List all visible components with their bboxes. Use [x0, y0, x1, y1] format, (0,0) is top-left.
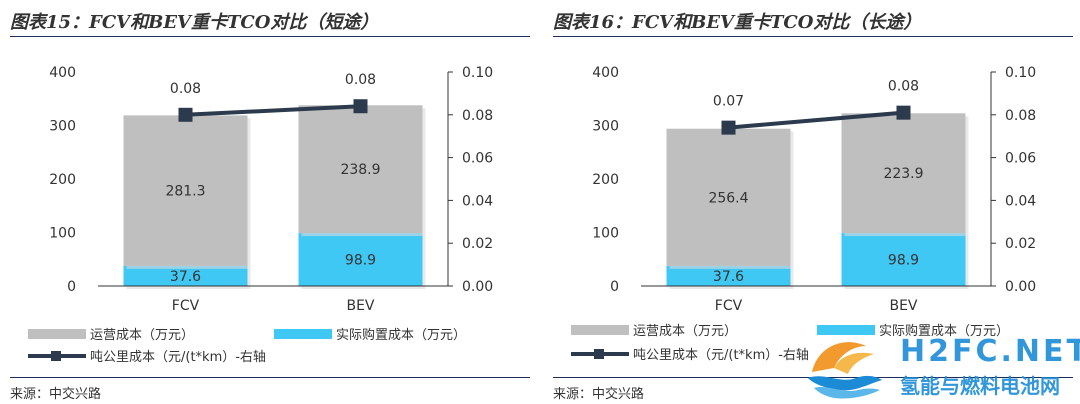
bar-operating-cost — [666, 128, 791, 266]
y-left-tick-label: 400 — [592, 65, 619, 81]
bar-data-label: 256.4 — [708, 190, 748, 206]
legend-item-ton-km-cost: 吨公里成本（元/(t*km）-右轴 — [28, 346, 266, 365]
bar-data-label: 37.6 — [713, 269, 744, 285]
line-data-label: 0.08 — [345, 72, 376, 88]
legend-item-operating-cost: 运营成本（万元） — [28, 324, 194, 343]
figure-title: 图表16：FCV和BEV重卡TCO对比（长途） — [553, 12, 922, 33]
watermark-logo-icon — [808, 342, 882, 399]
chart-panel-long-haul: 图表16：FCV和BEV重卡TCO对比（长途） 0 100 200 300 400 0.0… — [549, 0, 1079, 404]
y-right-tick-label: 0.08 — [1005, 108, 1036, 124]
bar-purchase-cost — [841, 233, 966, 286]
y-left-tick-label: 100 — [49, 226, 76, 242]
title-rule — [553, 36, 1073, 37]
bar-operating-cost — [298, 105, 423, 234]
title-rule — [10, 36, 530, 37]
y-right-tick-label: 0.02 — [462, 236, 493, 252]
bar-operating-cost — [123, 115, 248, 266]
figure-title: 图表15：FCV和BEV重卡TCO对比（短途） — [10, 12, 379, 33]
footer-rule — [10, 377, 530, 378]
bar-purchase-cost — [123, 265, 248, 286]
legend-label-purchase-cost: 实际购置成本（万元） — [336, 328, 467, 343]
watermark-cn: 氢能与燃料电池网 — [900, 374, 1060, 398]
bar-data-label: 37.6 — [170, 269, 201, 285]
x-tick-label: BEV — [346, 298, 374, 314]
ton-km-cost-marker — [353, 99, 368, 114]
ton-km-cost-marker — [721, 120, 736, 135]
legend-swatch-purchase-cost — [274, 328, 332, 339]
y-right-tick-label: 0.08 — [462, 108, 493, 124]
x-tick-label: FCV — [715, 298, 743, 314]
legend-item-ton-km-cost: 吨公里成本（元/(t*km）-右轴 — [571, 344, 809, 363]
legend-label-ton-km-cost: 吨公里成本（元/(t*km）-右轴 — [90, 350, 266, 365]
bar-purchase-cost — [298, 233, 423, 286]
y-right-tick-label: 0.04 — [1005, 193, 1036, 209]
ton-km-cost-marker — [896, 105, 911, 120]
y-left-tick-label: 200 — [49, 172, 76, 188]
source-note: 来源：中交兴路 — [10, 387, 102, 402]
ton-km-cost-marker — [178, 107, 193, 122]
line-data-label: 0.08 — [170, 81, 201, 97]
y-left-tick-label: 0 — [610, 279, 619, 295]
bar-data-label: 223.9 — [883, 166, 923, 182]
legend-swatch-operating-cost — [571, 324, 629, 335]
x-tick-label: FCV — [172, 298, 200, 314]
legend-item-purchase-cost: 实际购置成本（万元） — [274, 324, 466, 343]
watermark: H2FC.NET 氢能与燃料电池网 — [804, 330, 1080, 402]
bar-data-label: 281.3 — [165, 184, 205, 200]
y-right-tick-label: 0.06 — [462, 151, 493, 167]
bar-data-label: 98.9 — [888, 253, 919, 269]
legend-swatch-ton-km-cost — [28, 350, 86, 361]
ton-km-cost-line — [728, 110, 904, 130]
y-left-tick-label: 100 — [592, 226, 619, 242]
y-left-tick-label: 300 — [592, 119, 619, 135]
y-right-tick-label: 0.02 — [1005, 236, 1036, 252]
ton-km-cost-line — [185, 104, 361, 117]
bar-operating-cost — [841, 113, 966, 234]
watermark-en: H2FC.NET — [900, 334, 1080, 369]
chart-svg: 0 100 200 300 400 0.00 0.02 0.04 0.06 0.08 0.10 37.… — [592, 65, 1036, 314]
y-right-tick-label: 0.10 — [462, 65, 493, 81]
legend-item-purchase-cost: 实际购置成本（万元） — [817, 320, 1009, 339]
bar-data-label: 238.9 — [340, 162, 380, 178]
y-left-tick-label: 300 — [49, 119, 76, 135]
bar-purchase-cost — [666, 265, 791, 286]
y-left-tick-label: 0 — [67, 279, 76, 295]
y-right-tick-label: 0.04 — [462, 193, 493, 209]
legend-label-ton-km-cost: 吨公里成本（元/(t*km）-右轴 — [633, 348, 809, 363]
chart-legend: 运营成本（万元） 实际购置成本（万元） 吨公里成本（元/(t*km）-右轴 — [6, 320, 536, 374]
legend-item-operating-cost: 运营成本（万元） — [571, 320, 737, 339]
y-right-tick-label: 0.00 — [462, 279, 493, 295]
y-right-tick-label: 0.10 — [1005, 65, 1036, 81]
y-left-tick-label: 400 — [49, 65, 76, 81]
chart-panel-short-haul: 图表15：FCV和BEV重卡TCO对比（短途） 0 100 200 300 400 0.0… — [6, 0, 536, 404]
bar-data-label: 98.9 — [345, 253, 376, 269]
y-right-tick-label: 0.00 — [1005, 279, 1036, 295]
y-right-tick-label: 0.06 — [1005, 151, 1036, 167]
line-data-label: 0.08 — [888, 79, 919, 95]
legend-swatch-purchase-cost — [817, 324, 875, 335]
chart-legend: 运营成本（万元） 实际购置成本（万元） 吨公里成本（元/(t*km）-右轴 — [549, 320, 1079, 374]
line-data-label: 0.07 — [713, 94, 744, 110]
legend-swatch-ton-km-cost — [571, 348, 629, 359]
legend-label-operating-cost: 运营成本（万元） — [633, 324, 738, 339]
y-left-tick-label: 200 — [592, 172, 619, 188]
legend-label-operating-cost: 运营成本（万元） — [90, 328, 195, 343]
chart-svg: 0 100 200 300 400 0.00 0.02 0.04 0.06 0.08 0.10 37.… — [49, 65, 493, 314]
legend-label-purchase-cost: 实际购置成本（万元） — [879, 324, 1010, 339]
legend-swatch-operating-cost — [28, 328, 86, 339]
source-note: 来源：中交兴路 — [553, 387, 645, 402]
x-tick-label: BEV — [889, 298, 917, 314]
